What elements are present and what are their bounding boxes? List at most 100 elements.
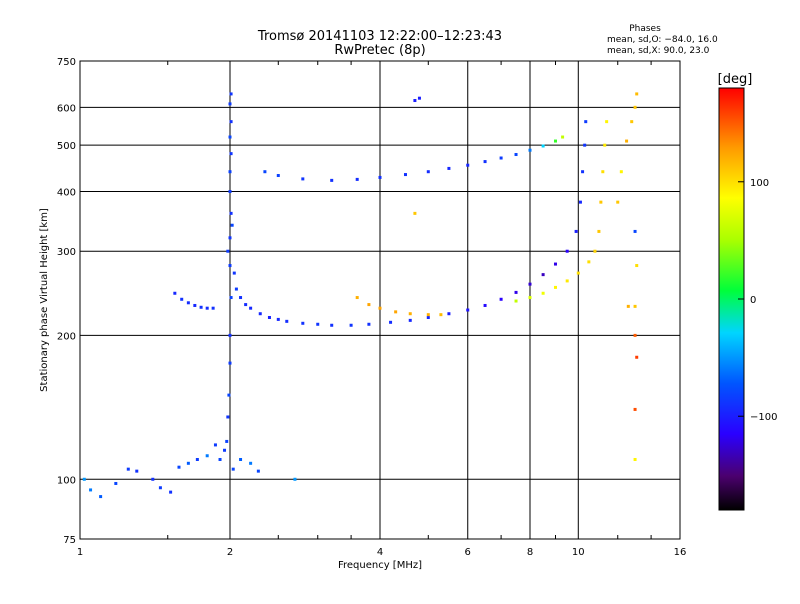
data-point (173, 291, 177, 295)
x-tick-label: 8 (527, 547, 533, 558)
data-point (426, 313, 430, 317)
colorbar-tick-label: 100 (750, 178, 769, 189)
phases-title: Phases (629, 24, 661, 34)
data-point (218, 457, 222, 461)
data-point (367, 322, 371, 326)
data-point (565, 279, 569, 283)
data-point (169, 490, 173, 494)
data-point (186, 301, 190, 305)
data-point (483, 160, 487, 164)
data-point (263, 170, 267, 174)
data-point (234, 287, 238, 291)
x-tick-label: 16 (674, 547, 687, 558)
data-point (635, 92, 639, 96)
data-point (228, 361, 232, 365)
data-point (231, 467, 235, 471)
data-point (228, 264, 232, 268)
data-point (633, 407, 637, 411)
data-point (584, 120, 588, 124)
data-point (528, 282, 532, 286)
y-tick-label: 200 (57, 331, 76, 342)
data-point (226, 249, 230, 253)
data-point (349, 323, 353, 327)
y-tick-label: 300 (57, 247, 76, 258)
phases-mean-o: mean, sd,O: −84.0, 16.0 (607, 35, 718, 45)
data-point (230, 223, 234, 227)
data-point (229, 296, 233, 300)
data-point (228, 102, 232, 106)
data-point (561, 135, 565, 139)
data-point (211, 306, 215, 310)
x-tick-label: 2 (227, 547, 233, 558)
data-point (228, 333, 232, 337)
data-point (447, 166, 451, 170)
data-point (408, 318, 412, 322)
data-point (466, 308, 470, 312)
x-tick-label: 10 (572, 547, 585, 558)
axis-ticks: 1 2 4 6 8 10 16 75 100 200 300 400 500 600 750 (57, 57, 686, 558)
data-point (229, 92, 233, 96)
data-point (293, 477, 297, 481)
data-point (413, 211, 417, 215)
data-point (541, 144, 545, 148)
y-tick-label: 750 (57, 57, 76, 68)
data-point (330, 178, 334, 182)
data-point (601, 170, 605, 174)
data-point (244, 303, 248, 307)
data-point (514, 290, 518, 294)
data-point (541, 273, 545, 277)
data-point (213, 443, 217, 447)
data-point (276, 174, 280, 178)
data-point (625, 139, 629, 143)
data-point (483, 303, 487, 307)
x-tick-label: 1 (77, 547, 83, 558)
data-point (99, 495, 103, 499)
data-point (82, 477, 86, 481)
data-point (426, 170, 430, 174)
data-point (378, 175, 382, 179)
data-point (225, 439, 229, 443)
data-point (135, 469, 139, 473)
data-point (587, 260, 591, 264)
chart-title: Tromsø 20141103 12:22:00–12:23:43 (257, 29, 502, 44)
data-point (565, 249, 569, 253)
data-point (205, 306, 209, 310)
data-point (576, 271, 580, 275)
data-point (630, 120, 634, 124)
data-points (82, 92, 639, 499)
grid (80, 61, 680, 539)
colorbar-tick-label: −100 (750, 412, 777, 423)
data-point (256, 469, 260, 473)
data-point (541, 291, 545, 295)
data-point (633, 229, 637, 233)
x-tick-label: 6 (465, 547, 471, 558)
data-point (599, 200, 603, 204)
data-point (89, 488, 93, 492)
data-point (633, 457, 637, 461)
data-point (267, 315, 271, 319)
data-point (229, 120, 233, 124)
data-point (186, 461, 190, 465)
data-point (177, 465, 181, 469)
data-point (258, 312, 262, 316)
data-point (330, 323, 334, 327)
data-point (199, 305, 203, 309)
data-point (228, 170, 232, 174)
data-point (413, 99, 417, 103)
data-point (514, 153, 518, 157)
data-point (223, 448, 227, 452)
data-point (408, 312, 412, 316)
data-point (553, 262, 557, 266)
data-point (417, 96, 421, 100)
data-point (151, 477, 155, 481)
data-point (528, 296, 532, 300)
data-point (528, 148, 532, 152)
data-point (228, 189, 232, 193)
data-point (605, 120, 609, 124)
data-point (426, 315, 430, 319)
y-tick-label: 100 (57, 475, 76, 486)
data-point (499, 156, 503, 160)
y-axis-label: Stationary phase Virtual Height [km] (39, 208, 50, 392)
chart-subtitle: RwPretec (8p) (334, 43, 425, 58)
